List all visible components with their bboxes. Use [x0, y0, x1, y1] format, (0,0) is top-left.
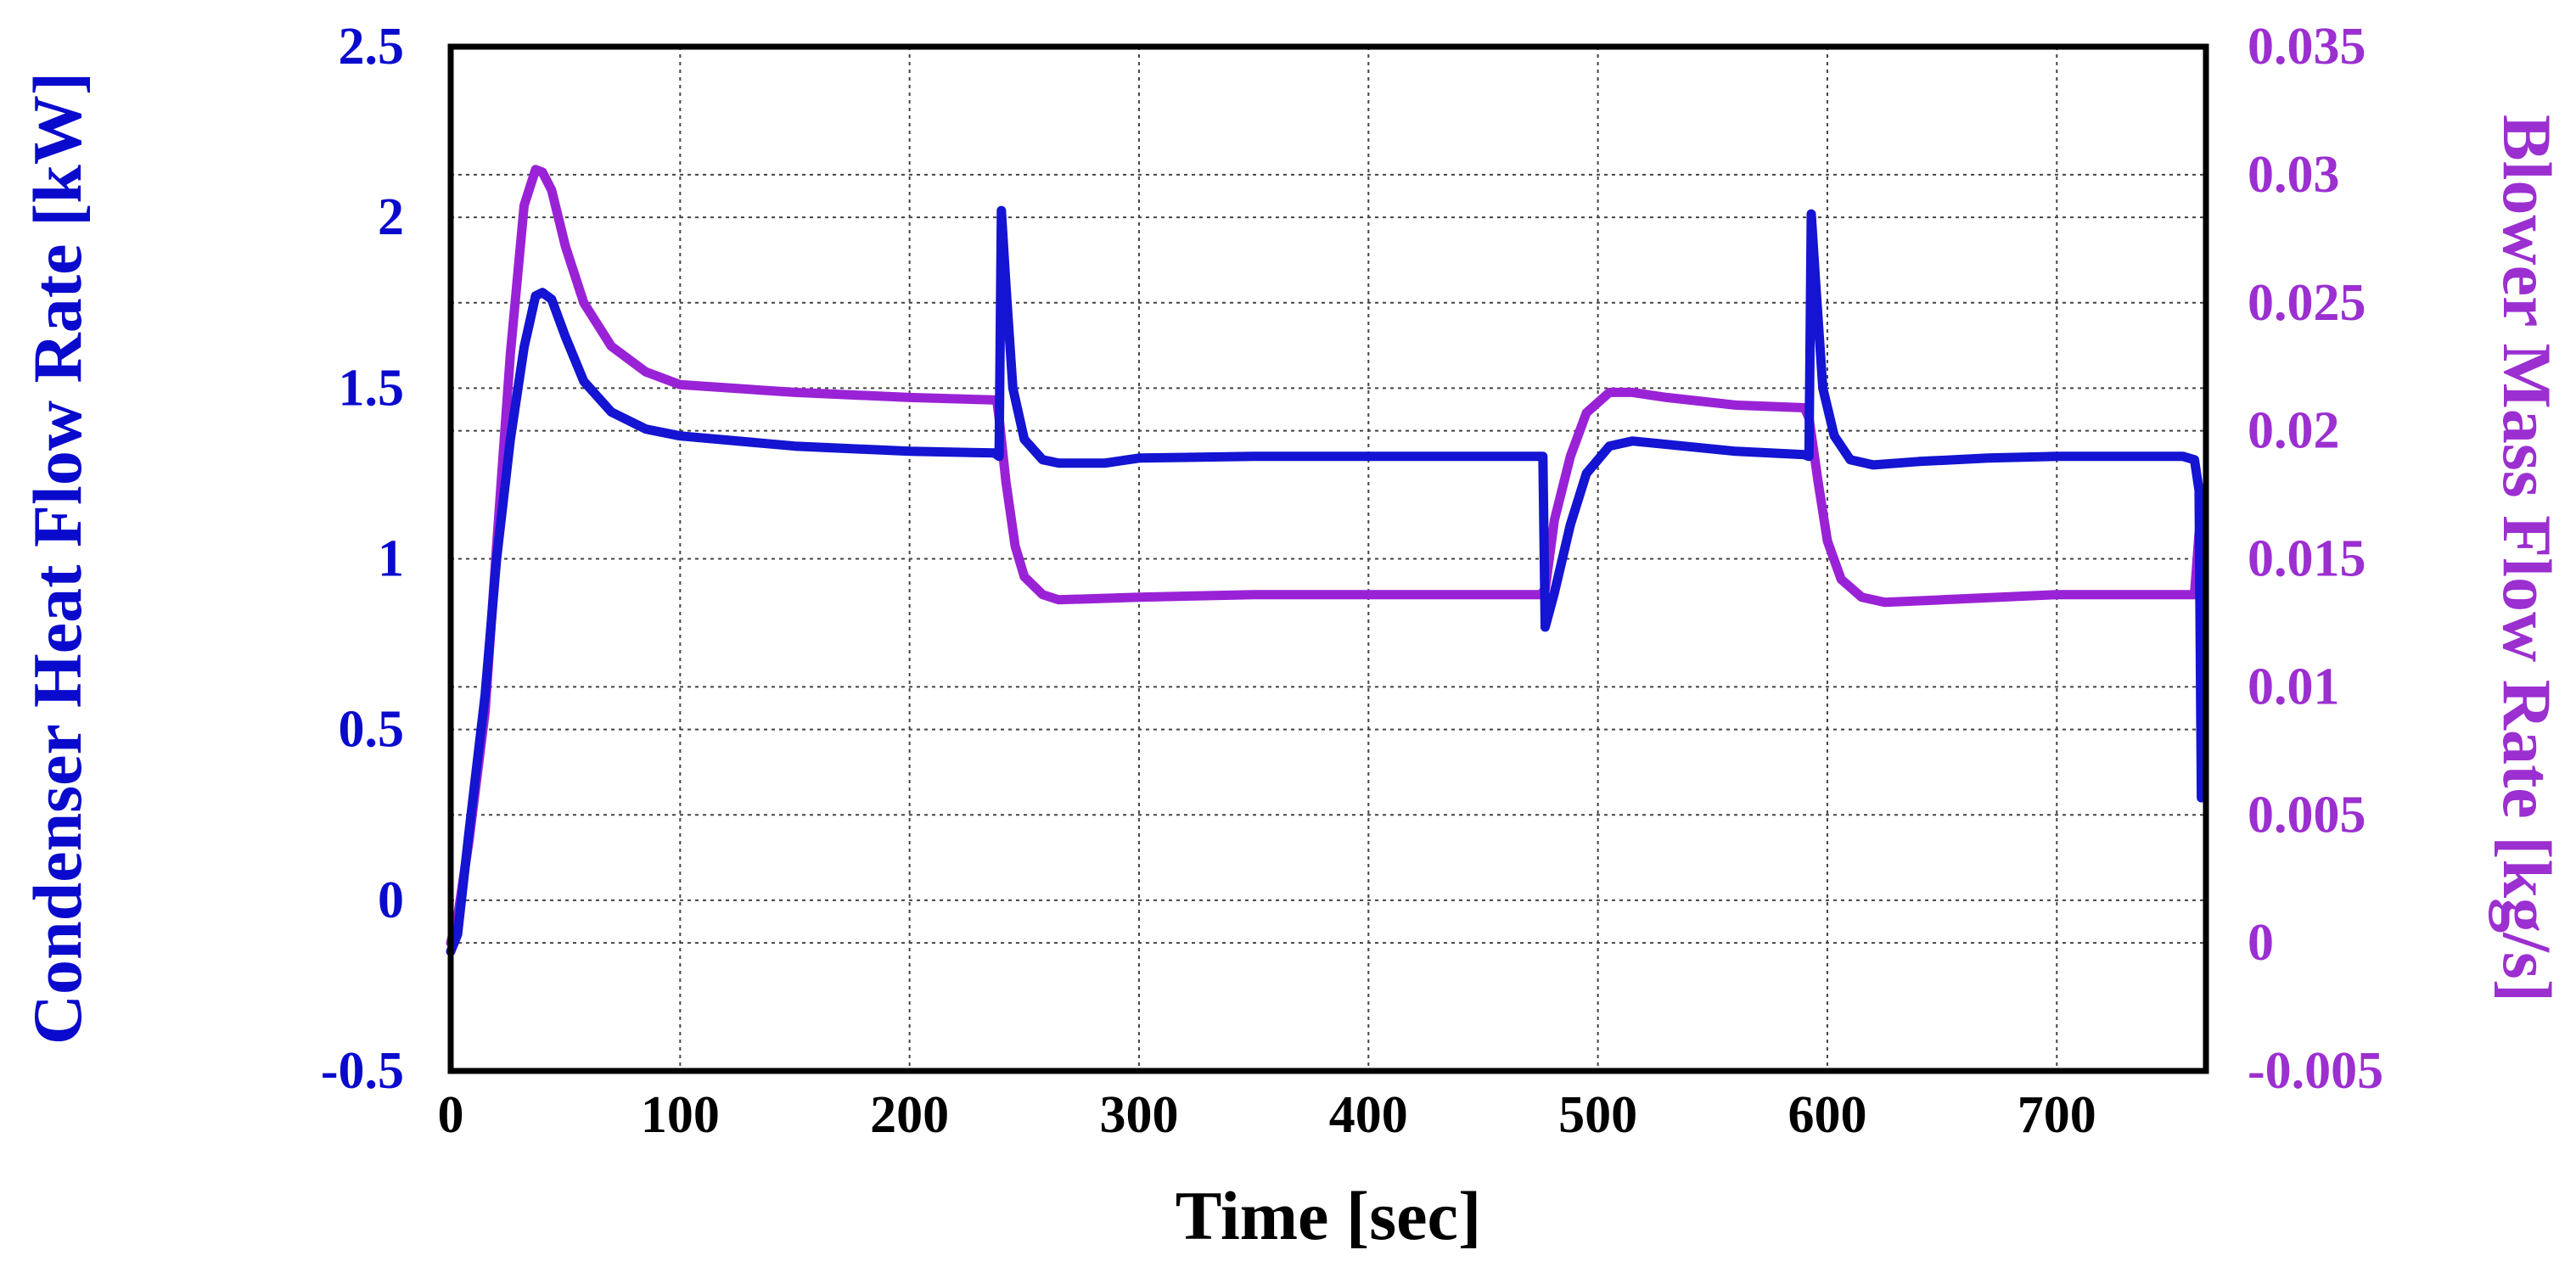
- series-line-mass-flow: [446, 165, 2204, 948]
- x-tick-label: 100: [641, 1086, 720, 1144]
- tick-labels: 0 100 200 300 400 500 600 700 -0.5 0 0.5 1 1.5 2 2.5 -0…: [321, 18, 2383, 1144]
- x-tick-label: 0: [438, 1086, 464, 1144]
- left-y-tick-label: 1.5: [339, 359, 405, 417]
- right-y-tick-label: 0: [2248, 914, 2274, 972]
- right-y-tick-label: 0.015: [2248, 530, 2366, 588]
- left-y-tick-label: 1: [378, 530, 404, 588]
- grid-lines: [451, 47, 2206, 1071]
- right-y-axis-title: Blower Mass Flow Rate [kg/s]: [2489, 115, 2566, 1002]
- left-y-tick-label: 0: [378, 872, 404, 929]
- left-y-tick-label: 2.5: [339, 18, 405, 76]
- series-lines: [446, 165, 2207, 956]
- right-y-tick-label: -0.005: [2248, 1042, 2383, 1100]
- x-tick-label: 200: [870, 1086, 949, 1144]
- right-y-tick-label: 0.025: [2248, 274, 2366, 332]
- right-y-tick-label: 0.035: [2248, 18, 2366, 76]
- plot-frame: [447, 43, 2209, 1074]
- x-tick-label: 400: [1329, 1086, 1408, 1144]
- left-y-tick-label: 0.5: [339, 701, 405, 759]
- left-y-tick-label: 2: [378, 188, 404, 246]
- x-tick-label: 600: [1787, 1086, 1866, 1144]
- right-y-tick-label: 0.005: [2248, 786, 2366, 844]
- x-tick-label: 300: [1099, 1086, 1178, 1144]
- right-y-tick-label: 0.01: [2248, 658, 2340, 715]
- series-line-heat-flow: [446, 205, 2207, 956]
- x-axis-title: Time [sec]: [1176, 1177, 1482, 1254]
- left-y-axis-title: Condenser Heat Flow Rate [kW]: [19, 72, 96, 1045]
- left-y-tick-label: -0.5: [321, 1042, 404, 1100]
- right-y-tick-label: 0.03: [2248, 146, 2340, 204]
- x-tick-label: 500: [1558, 1086, 1637, 1144]
- right-y-tick-label: 0.02: [2248, 402, 2340, 460]
- x-tick-label: 700: [2018, 1086, 2096, 1144]
